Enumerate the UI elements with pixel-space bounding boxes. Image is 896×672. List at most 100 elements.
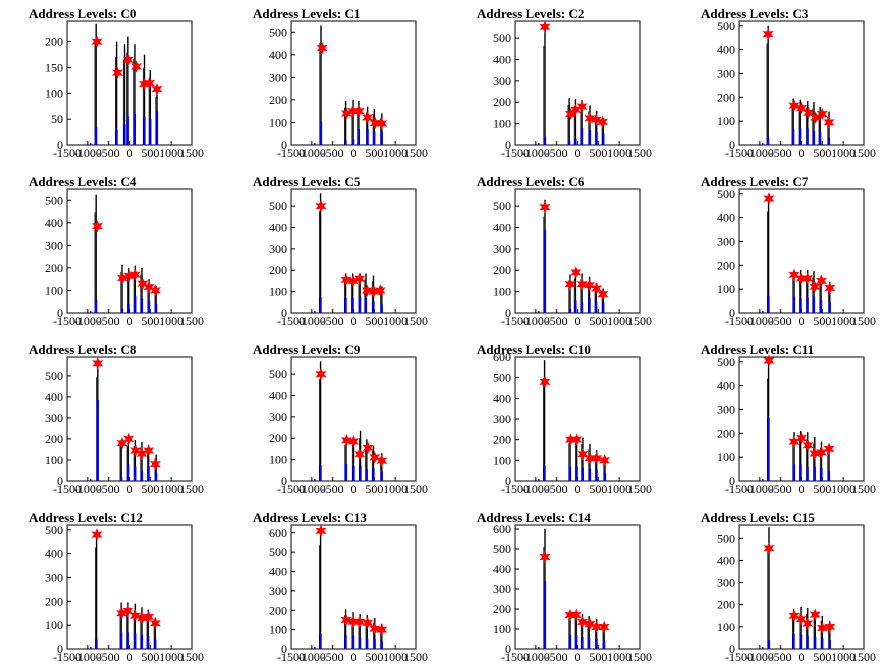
x-tick-label: 0 [127, 650, 133, 664]
panel-c0: Address Levels: C0 0 50 100 150 200 -1500-1000… [29, 6, 204, 160]
x-tick-label: -1500 [725, 146, 753, 160]
x-tick-label: 0 [127, 482, 133, 496]
peak-marker [591, 452, 603, 465]
peak-marker [577, 615, 588, 629]
x-tick-label: 0 [799, 650, 805, 664]
peak-marker [795, 612, 807, 626]
y-tick-label: 600 [493, 350, 511, 364]
peak-marker [144, 76, 155, 90]
peak-marker [788, 609, 800, 623]
x-tick-label: 500 [813, 650, 831, 664]
y-tick-label: 0 [729, 642, 735, 656]
peak-marker [539, 20, 551, 34]
x-tick-label: -500 [546, 482, 568, 496]
panel-c9: Address Levels: C90100200300400500-1500-… [253, 342, 428, 496]
peak-marker [596, 115, 609, 129]
x-tick-label: -1000 [298, 314, 326, 328]
y-tick-label: 100 [717, 450, 735, 464]
x-tick-label: -500 [546, 314, 568, 328]
plot-frame [66, 524, 193, 650]
y-tick-label: 0 [505, 306, 511, 320]
peak-marker [539, 200, 551, 214]
peak-marker [143, 610, 155, 624]
peak-marker [354, 272, 366, 286]
panel-title: Address Levels: C14 [477, 510, 591, 525]
x-tick-label: -500 [770, 146, 792, 160]
y-tick-label: 300 [45, 411, 63, 425]
x-tick-label: -1000 [746, 482, 774, 496]
y-tick-label: 200 [493, 263, 511, 277]
y-tick-label: 0 [505, 138, 511, 152]
peak-marker [815, 274, 828, 288]
x-tick-label: 1500 [852, 314, 876, 328]
x-tick-label: 500 [141, 650, 159, 664]
peak-marker [143, 280, 155, 294]
x-tick-label: -1500 [53, 314, 81, 328]
y-tick-label: 0 [281, 474, 287, 488]
y-tick-label: 100 [717, 282, 735, 296]
peak-marker [340, 613, 352, 627]
peak-marker [591, 282, 603, 295]
panel-c12: Address Levels: C12 0 100 200 300 400 500 -1500… [29, 510, 204, 664]
panel-c3: Address Levels: C30100200300400500-1500-… [701, 6, 876, 160]
x-tick-label: -1000 [746, 650, 774, 664]
plot-frame [514, 188, 641, 314]
panel-c10: Address Levels: C10 0 100 200 300 400 500 600 -1… [477, 342, 652, 496]
y-tick-label: 200 [717, 426, 735, 440]
peak-marker [374, 284, 386, 297]
x-tick-label: -1500 [501, 314, 529, 328]
peak-marker [347, 104, 359, 118]
x-tick-label: -1500 [725, 314, 753, 328]
peak-marker [362, 616, 374, 630]
y-tick-label: 400 [493, 52, 511, 66]
x-tick-label: -500 [322, 146, 344, 160]
x-tick-label: 0 [799, 482, 805, 496]
peak-marker [597, 287, 609, 301]
y-tick-label: 0 [57, 138, 63, 152]
x-tick-label: 1000 [607, 650, 631, 664]
y-tick-label: 400 [45, 216, 63, 230]
x-tick-label: 1500 [180, 146, 204, 160]
y-tick-label: 500 [493, 371, 511, 385]
x-tick-label: -1500 [277, 314, 305, 328]
panel-c2: Address Levels: C20100200300400500-1500-… [477, 6, 652, 160]
peak-marker [315, 524, 327, 538]
x-tick-label: 0 [127, 146, 133, 160]
peak-marker [565, 433, 576, 447]
y-tick-label: 100 [269, 453, 287, 467]
peak-marker [149, 616, 161, 630]
peak-marker [376, 623, 388, 636]
peak-marker [539, 550, 551, 564]
y-tick-label: 100 [717, 114, 735, 128]
y-tick-label: 400 [493, 220, 511, 234]
peak-marker [130, 444, 142, 457]
peak-marker [576, 100, 588, 113]
x-tick-label: 500 [365, 146, 383, 160]
y-tick-label: 100 [269, 115, 287, 129]
y-tick-label: 100 [493, 453, 511, 467]
x-tick-label: -500 [98, 650, 120, 664]
y-tick-label: 0 [57, 474, 63, 488]
y-tick-label: 400 [717, 553, 735, 567]
peak-marker [92, 219, 103, 233]
y-tick-label: 100 [493, 622, 511, 636]
x-tick-label: -1500 [725, 482, 753, 496]
peak-marker [599, 453, 610, 467]
y-tick-label: 0 [505, 474, 511, 488]
x-tick-label: 500 [813, 482, 831, 496]
y-tick-label: 200 [45, 35, 63, 49]
peak-marker [361, 284, 373, 297]
x-tick-label: 1000 [607, 314, 631, 328]
y-tick-label: 200 [45, 432, 63, 446]
peak-marker [788, 435, 800, 449]
peak-marker [824, 620, 836, 634]
x-tick-label: 0 [799, 314, 805, 328]
peak-marker [149, 284, 161, 297]
y-tick-label: 400 [269, 48, 287, 62]
x-tick-label: -1500 [277, 650, 305, 664]
peak-marker [91, 528, 103, 541]
y-tick-label: 100 [45, 86, 63, 100]
peak-marker [91, 35, 103, 49]
y-tick-label: 300 [269, 584, 287, 598]
x-tick-label: 500 [141, 482, 159, 496]
